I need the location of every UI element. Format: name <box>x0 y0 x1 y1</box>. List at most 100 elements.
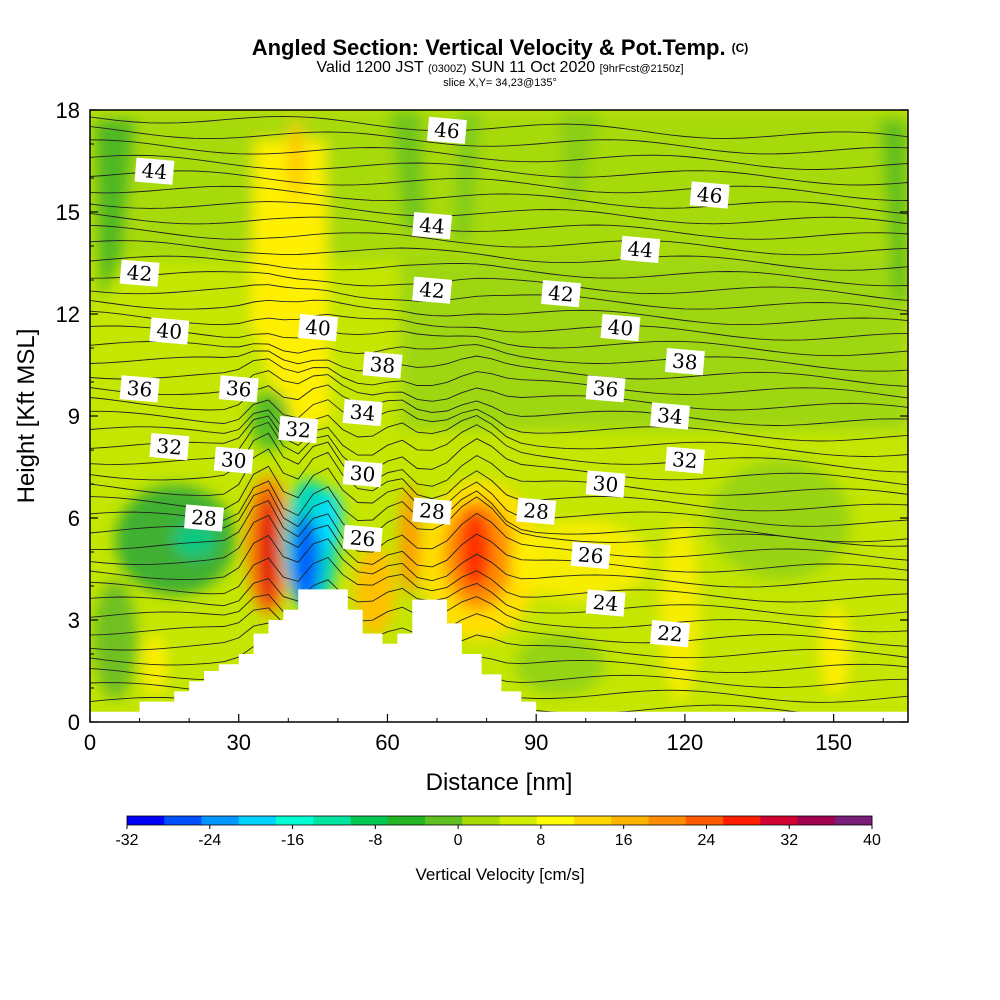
theta-contour-line <box>90 350 908 387</box>
contour-label-bg <box>278 415 319 444</box>
colorbar-swatch <box>797 816 836 825</box>
theta-contour-line <box>90 399 908 442</box>
contour-label-bg <box>119 375 160 403</box>
title-mark: (C) <box>731 41 749 55</box>
colorbar-swatch <box>313 816 351 825</box>
contour-label-text: 40 <box>304 315 331 341</box>
theta-contour-line <box>90 642 908 674</box>
colorbar-frame <box>126 815 873 826</box>
theta-contour-line <box>90 325 908 357</box>
contour-label-bg <box>585 589 626 617</box>
colorbar-swatch <box>685 816 724 825</box>
contour-label-text: 26 <box>349 525 376 551</box>
contour-label-bg <box>650 402 691 430</box>
contour-label-bg <box>412 276 453 304</box>
contour-label-text: 44 <box>627 236 654 262</box>
theta-contour-line <box>90 607 908 647</box>
theta-contour-line <box>90 465 908 527</box>
contour-label: 32 <box>149 432 190 461</box>
contour-label-text: 38 <box>369 352 396 378</box>
contour-label-text: 32 <box>156 434 183 460</box>
colorbar-label: 24 <box>698 832 716 849</box>
contour-label: 44 <box>412 211 453 240</box>
contour-label: 36 <box>585 375 626 403</box>
y-tick-label: 9 <box>68 404 80 429</box>
colorbar-swatch <box>760 816 798 825</box>
contour-label-text: 42 <box>126 260 153 286</box>
contour-label-bg <box>342 460 383 488</box>
y-tick-label: 12 <box>56 302 80 327</box>
contour-label-text: 46 <box>433 117 460 143</box>
contour-label-text: 22 <box>656 621 683 647</box>
contour-label: 32 <box>664 446 705 474</box>
theta-contour-line <box>90 409 908 457</box>
y-tick-label: 15 <box>56 200 80 225</box>
chart-title: Angled Section: Vertical Velocity & Pot.… <box>0 36 1000 60</box>
contour-label: 42 <box>119 259 160 287</box>
contour-label-bg <box>342 524 383 553</box>
y-tick-label: 3 <box>68 608 80 633</box>
contour-label-text: 36 <box>592 376 619 402</box>
theta-contour-line <box>90 139 908 170</box>
contour-label-bg <box>664 347 705 376</box>
contour-labels: 46 44 46 44 44 42 42 42 40 40 40 38 38 36 36 36 34 34 32 32… <box>119 116 730 648</box>
contour-label-text: 46 <box>696 182 723 208</box>
contour-label: 30 <box>213 446 254 474</box>
colorbar-label: 8 <box>536 832 545 849</box>
contour-label-text: 34 <box>349 400 376 426</box>
contour-label: 46 <box>689 181 730 209</box>
colorbar-label: 32 <box>780 832 798 849</box>
contour-label-bg <box>516 497 557 525</box>
colorbar-swatch <box>127 816 165 825</box>
colorbar-label: 16 <box>615 832 633 849</box>
contour-label-bg <box>119 259 160 287</box>
colorbar-swatch <box>425 816 463 825</box>
contour-label-bg <box>213 446 254 474</box>
contour-label: 42 <box>540 279 581 308</box>
theta-contour-line <box>90 415 908 473</box>
contour-label-text: 26 <box>577 542 604 568</box>
theta-contour-line <box>90 577 908 618</box>
theta-contour-line <box>90 271 908 301</box>
contour-label-bg <box>412 211 453 240</box>
contour-label: 26 <box>342 524 383 553</box>
colorbar-swatch <box>238 816 277 825</box>
theta-contour-line <box>90 534 908 588</box>
contour-label-text: 30 <box>220 447 247 473</box>
contour-label-bg <box>218 375 259 403</box>
contour-label: 30 <box>585 470 626 498</box>
contour-label-bg <box>362 351 403 379</box>
colorbar-swatch <box>387 816 426 825</box>
y-axis-title: Height [Kft MSL] <box>13 329 40 504</box>
subtitle-valid: Valid 1200 JST <box>316 59 424 76</box>
theta-contour-line <box>90 594 908 633</box>
contour-label-bg <box>689 181 730 209</box>
theta-contour-line <box>90 299 908 326</box>
contour-label-text: 30 <box>592 471 619 497</box>
contour-label: 34 <box>342 398 383 427</box>
x-tick-label: 120 <box>667 730 704 755</box>
contour-label-bg <box>585 375 626 403</box>
subtitle-date: SUN 11 Oct 2020 <box>470 59 596 76</box>
colorbar-label: 40 <box>863 832 881 849</box>
contour-label: 26 <box>570 541 611 570</box>
theta-contour-line <box>90 284 908 312</box>
contour-label-text: 28 <box>522 498 549 524</box>
colorbar-label: 0 <box>454 832 463 849</box>
contour-label: 38 <box>362 351 403 379</box>
contour-label: 42 <box>412 276 453 304</box>
contour-label: 36 <box>218 375 259 403</box>
x-tick-label: 30 <box>226 730 250 755</box>
contour-label-bg <box>600 313 641 342</box>
contour-label-bg <box>570 541 611 570</box>
contour-label-text: 28 <box>418 498 445 524</box>
chart-title-block: Angled Section: Vertical Velocity & Pot.… <box>0 36 1000 90</box>
theta-contour-line <box>90 115 908 139</box>
colorbar: -32 -24 -16 -8 0 8 16 24 32 40 <box>115 815 881 849</box>
x-axis-title: Distance [nm] <box>426 769 573 796</box>
colorbar-swatch <box>611 816 649 825</box>
contour-label-bg <box>342 398 383 427</box>
colorbar-label: -32 <box>115 832 138 849</box>
